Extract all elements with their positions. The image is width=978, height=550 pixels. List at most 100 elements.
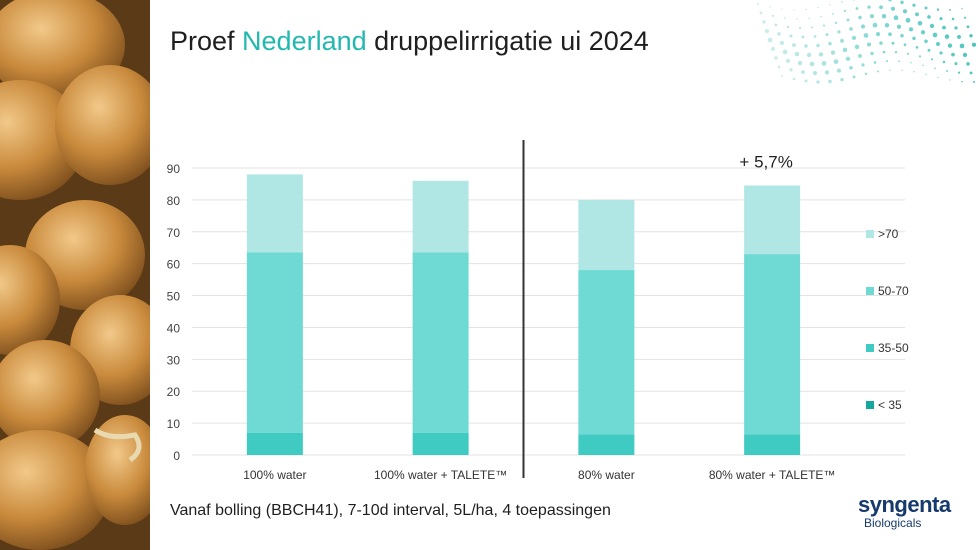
decor-dot <box>801 70 805 74</box>
decor-dot <box>954 62 958 66</box>
decor-dot <box>867 5 871 9</box>
decor-dot <box>864 72 868 76</box>
decor-dot <box>840 38 844 43</box>
logo-main-text: syngenta <box>858 492 951 517</box>
decor-dot <box>794 51 800 57</box>
decor-dot <box>903 43 907 47</box>
x-tick-label: 80% water <box>578 468 635 482</box>
decor-dot <box>853 0 855 1</box>
decor-dot <box>855 7 859 10</box>
decor-dot <box>837 68 841 73</box>
decor-dot <box>825 33 829 37</box>
decor-dot <box>818 52 824 57</box>
legend-label: >70 <box>878 227 899 241</box>
y-tick-label: 40 <box>167 321 181 335</box>
decor-dot <box>929 23 935 29</box>
decor-dot <box>782 49 788 55</box>
decor-dot <box>927 48 931 52</box>
decor-dot <box>804 79 808 83</box>
decor-dot <box>889 69 891 71</box>
decor-dot <box>877 70 879 73</box>
legend-swatch <box>866 230 874 238</box>
decor-dot <box>962 52 968 58</box>
decor-dot <box>963 16 967 19</box>
decorative-dots <box>748 0 978 90</box>
decor-dot <box>834 21 838 25</box>
decor-dot <box>820 15 822 18</box>
decor-dot <box>884 23 890 28</box>
bar-segment <box>744 185 801 255</box>
decor-dot <box>894 51 898 54</box>
y-tick-label: 80 <box>167 194 181 208</box>
decor-dot <box>900 0 904 5</box>
bar-segment <box>744 434 801 455</box>
decor-dot <box>936 41 940 46</box>
bar-segment <box>578 199 635 271</box>
legend-swatch <box>866 344 874 352</box>
decor-dot <box>861 63 865 67</box>
decor-dot <box>781 8 783 10</box>
bar-segment <box>246 174 303 253</box>
decor-dot <box>872 22 878 28</box>
decor-dot <box>866 42 872 47</box>
decor-dot <box>764 28 770 34</box>
decor-dot <box>918 55 922 58</box>
decor-dot <box>869 14 875 19</box>
decor-dot <box>822 24 826 27</box>
decor-dot <box>777 32 781 36</box>
decor-dot <box>942 25 946 30</box>
decor-dot <box>890 6 896 11</box>
decor-dot <box>882 50 886 54</box>
decor-dot <box>908 27 914 32</box>
decor-dot <box>793 9 795 11</box>
decor-dot <box>789 34 793 38</box>
decor-dot <box>951 17 955 21</box>
decor-dot <box>934 67 936 70</box>
legend-label: < 35 <box>878 398 902 412</box>
decor-dot <box>901 69 903 71</box>
decor-dot <box>888 0 892 2</box>
legend-swatch <box>866 287 874 295</box>
syngenta-logo: syngenta Biologicals <box>858 492 968 538</box>
bar-segment <box>246 432 303 455</box>
decor-dot <box>906 52 910 55</box>
decor-dot <box>824 70 830 75</box>
decor-dot <box>797 60 803 66</box>
decor-dot <box>971 42 977 47</box>
onion-image <box>0 0 150 550</box>
decor-dot <box>784 17 786 19</box>
x-tick-label: 100% water <box>243 468 306 482</box>
bar-segment <box>412 180 469 253</box>
decor-dot <box>759 11 763 15</box>
decor-dot <box>813 35 817 38</box>
decor-dot <box>792 43 796 47</box>
bar-segment <box>246 252 303 433</box>
decor-dot <box>924 6 928 10</box>
decor-dot <box>828 41 832 46</box>
decor-dot <box>972 80 976 84</box>
legend-swatch <box>866 401 874 409</box>
decor-dot <box>774 56 778 60</box>
title-prefix: Proef <box>170 26 243 56</box>
decor-dot <box>932 32 938 38</box>
decor-dot <box>900 34 904 38</box>
decor-dot <box>951 52 955 57</box>
decor-dot <box>942 60 946 64</box>
decor-dot <box>969 34 973 38</box>
x-tick-label: 100% water + TALETE™ <box>374 468 507 482</box>
decor-dot <box>804 44 808 48</box>
decor-dot <box>769 6 771 8</box>
decor-dot <box>849 27 853 31</box>
decor-dot <box>922 64 924 66</box>
decor-dot <box>832 12 834 15</box>
onion-photo <box>0 0 150 550</box>
decor-dot <box>910 62 912 64</box>
title-suffix: druppelirrigatie ui 2024 <box>366 26 649 56</box>
decor-dot <box>875 32 881 37</box>
decor-dot <box>939 51 943 55</box>
y-tick-label: 10 <box>167 417 181 431</box>
decor-dot <box>833 59 839 64</box>
decor-dot <box>843 9 847 13</box>
decor-dot <box>805 8 807 11</box>
decor-dot <box>762 20 766 24</box>
